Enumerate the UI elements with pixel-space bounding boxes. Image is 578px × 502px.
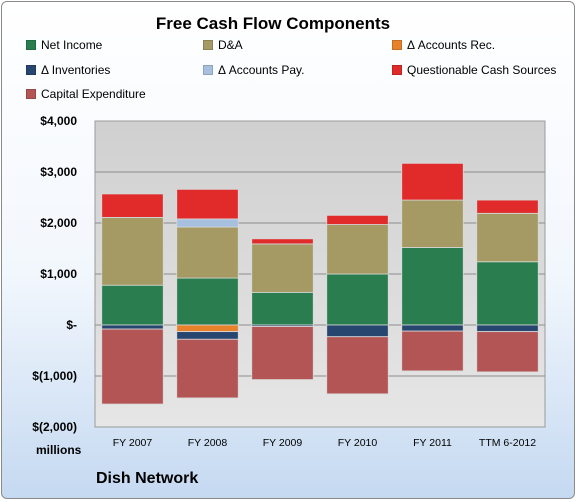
bar-segment [476,199,539,214]
bar-segment [101,328,164,405]
x-tick-label: FY 2007 [113,437,153,449]
units-label: millions [36,443,82,457]
x-tick-label: FY 2010 [338,437,378,449]
bar-segment [401,199,464,248]
bar-segment [176,277,239,326]
legend-item-net-income: Net Income [26,38,102,52]
bar-segment [251,291,314,326]
x-tick-label: TTM 6-2012 [479,437,536,449]
legend-item-accounts-pay: Δ Accounts Pay. [203,63,305,77]
bar-segment [476,324,539,333]
bar-segment [251,238,314,245]
legend-item-inventories: Δ Inventories [26,63,110,77]
legend-label-inventories: Δ Inventories [41,63,111,77]
bar-segment [176,338,239,399]
bar-segment [176,226,239,279]
bar-segment [176,218,239,228]
legend-swatch-inventories [26,65,36,75]
company-name: Dish Network [96,470,199,487]
bar-segment [476,261,539,326]
bar-segment [101,216,164,286]
grid-layer [95,171,545,377]
bar-segment [401,330,464,372]
bar-segment [326,214,389,225]
x-tick-label: FY 2009 [263,437,303,449]
bar-segment [401,247,464,326]
y-tick-label: $- [66,318,77,332]
bar-segment [251,326,314,380]
y-tick-label: $(2,000) [32,420,77,434]
legend-item-da: D&A [203,38,243,52]
bar-segment [476,331,539,373]
y-axis-ticks: $(2,000) $(1,000) $- $1,000 $2,000 $3,000 $4,0… [32,114,77,434]
legend-label-capital-expenditure: Capital Expenditure [41,87,146,101]
bar-segment [326,273,389,326]
legend-swatch-accounts-rec [392,40,402,50]
x-axis-ticks: FY 2007 FY 2008 FY 2009 FY 2010 FY 2011 TTM 6… [113,437,537,449]
legend-label-accounts-rec: Δ Accounts Rec. [407,38,496,52]
bar-segment [326,336,389,395]
legend-label-questionable-cash: Questionable Cash Sources [407,63,557,77]
y-tick-label: $2,000 [40,216,77,230]
bar-segment [101,284,164,326]
x-tick-label: FY 2008 [188,437,228,449]
y-tick-label: $(1,000) [32,369,77,383]
legend-swatch-questionable-cash [392,65,402,75]
legend-item-capital-expenditure: Capital Expenditure [26,87,146,101]
bars-layer [101,162,539,405]
legend-swatch-net-income [26,40,36,50]
legend-swatch-capital-expenditure [26,89,36,99]
bar-segment [401,162,464,201]
bar-segment [326,224,389,275]
legend-label-accounts-pay: Δ Accounts Pay. [218,63,305,77]
y-tick-label: $3,000 [40,165,77,179]
bar-segment [251,243,314,293]
legend-label-net-income: Net Income [41,38,103,52]
bar-segment [326,324,389,338]
bar-segment [176,188,239,220]
bar-segment [101,324,164,330]
bar-segment [401,324,464,332]
legend-item-questionable-cash: Questionable Cash Sources [392,63,556,77]
y-tick-label: $4,000 [40,114,77,128]
legend-item-accounts-rec: Δ Accounts Rec. [392,38,495,52]
bar-segment [176,324,239,333]
legend-swatch-da [203,40,213,50]
bar-segment [101,193,164,218]
legend-swatch-accounts-pay [203,65,213,75]
x-tick-label: FY 2011 [413,437,452,449]
legend-label-da: D&A [218,38,243,52]
bar-segment [476,212,539,263]
y-tick-label: $1,000 [40,267,77,281]
bar-segment [176,331,239,340]
chart-title: Free Cash Flow Components [155,14,391,33]
